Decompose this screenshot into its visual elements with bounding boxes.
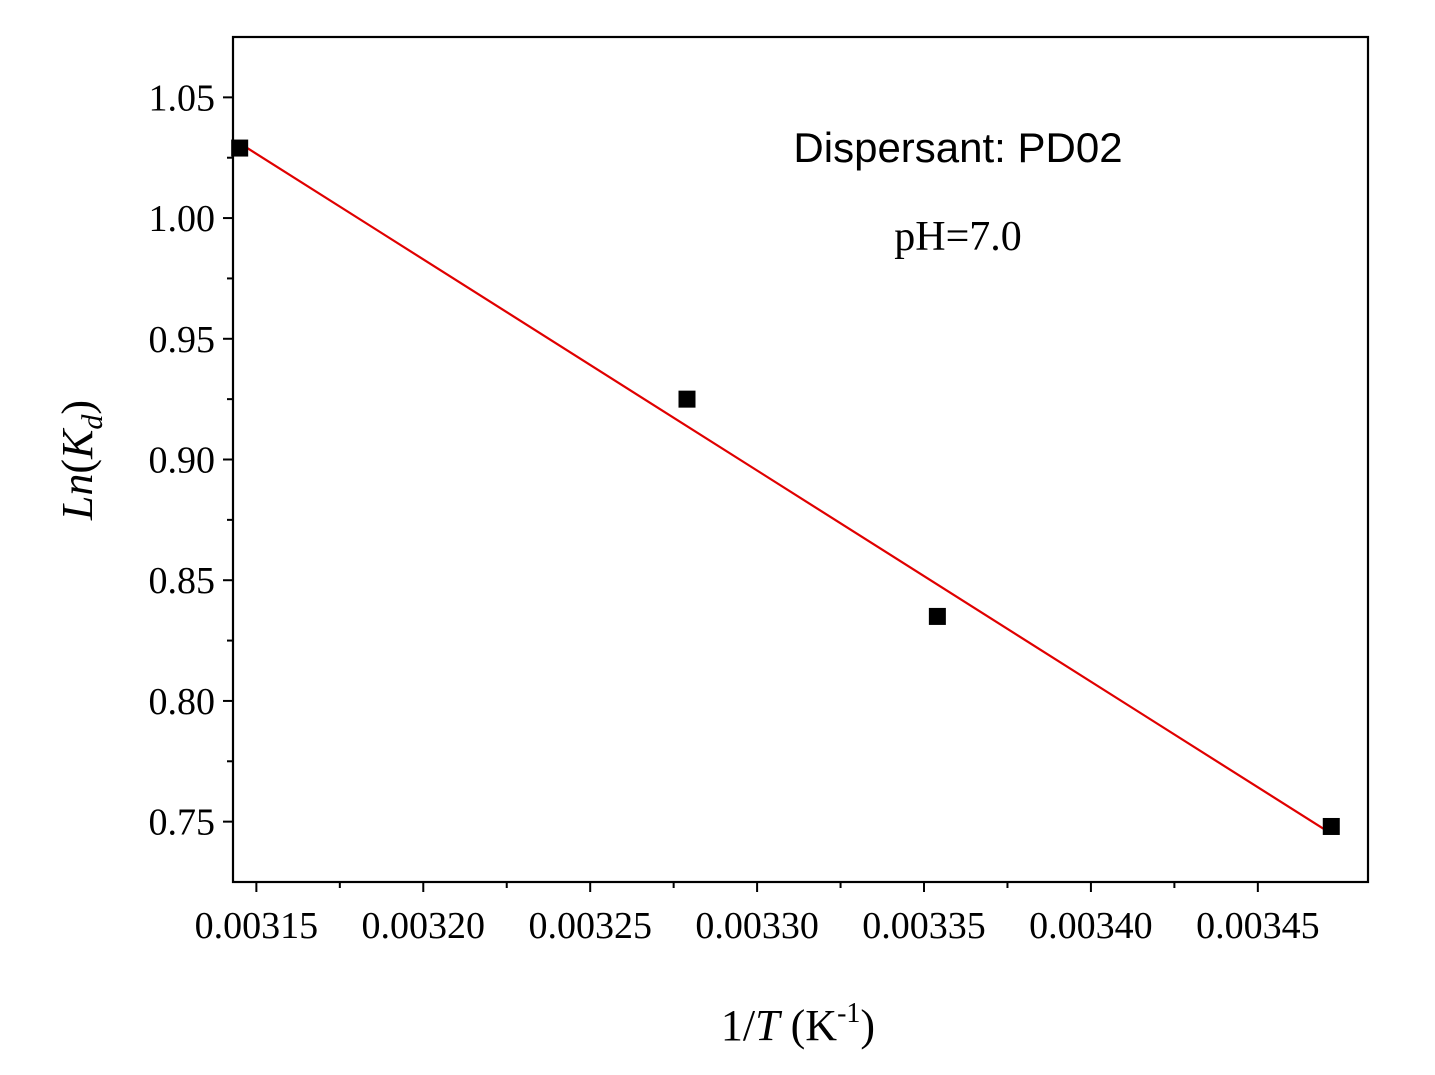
x-tick-label: 0.00325 <box>528 905 652 947</box>
fit-line <box>239 142 1332 835</box>
y-axis-title-ln: Ln <box>53 474 102 521</box>
fit-line-group <box>239 142 1332 835</box>
x-axis-title-sup: -1 <box>837 998 860 1029</box>
x-major-ticks <box>255 882 1259 892</box>
x-axis-title-close: ) <box>860 1001 875 1050</box>
data-point <box>928 607 946 625</box>
x-tick-label: 0.00330 <box>695 905 819 947</box>
annotation-ph: pH=7.0 <box>894 214 1022 260</box>
data-point <box>678 390 696 408</box>
x-tick-labels: 0.00315 0.00320 0.00325 0.00330 0.00335 0.003… <box>195 905 1320 947</box>
y-axis-title-close: ) <box>53 400 102 415</box>
plot-frame <box>231 35 1370 884</box>
y-axis-title: Ln(Kd) <box>53 400 109 521</box>
y-tick-label: 0.75 <box>149 802 216 844</box>
x-axis-title-open: (K <box>780 1001 838 1050</box>
y-major-ticks <box>223 96 233 823</box>
data-point <box>231 139 249 157</box>
y-axis-title-sub: d <box>76 414 109 430</box>
y-tick-labels: 0.75 0.80 0.85 0.90 0.95 1.00 1.05 <box>149 77 216 843</box>
x-axis-title: 1/T (K-1) <box>721 998 875 1050</box>
x-axis-title-prefix: 1/ <box>721 1001 756 1050</box>
annotation-dispersant: Dispersant: PD02 <box>793 124 1122 171</box>
y-axis-title-open: ( <box>53 459 102 474</box>
y-tick-label: 1.05 <box>149 77 216 119</box>
data-point <box>1322 817 1340 835</box>
y-tick-label: 0.85 <box>149 560 216 602</box>
y-tick-label: 0.90 <box>149 440 216 482</box>
x-tick-label: 0.00315 <box>195 905 319 947</box>
data-points <box>231 139 1340 835</box>
x-tick-label: 0.00345 <box>1196 905 1320 947</box>
y-tick-label: 0.80 <box>149 681 216 723</box>
x-tick-label: 0.00320 <box>362 905 486 947</box>
y-axis-title-k: K <box>53 427 102 460</box>
x-axis-title-var: T <box>755 1001 783 1050</box>
y-tick-label: 1.00 <box>149 198 216 240</box>
y-tick-label: 0.95 <box>149 319 216 361</box>
x-tick-label: 0.00340 <box>1029 905 1153 947</box>
x-tick-label: 0.00335 <box>862 905 986 947</box>
